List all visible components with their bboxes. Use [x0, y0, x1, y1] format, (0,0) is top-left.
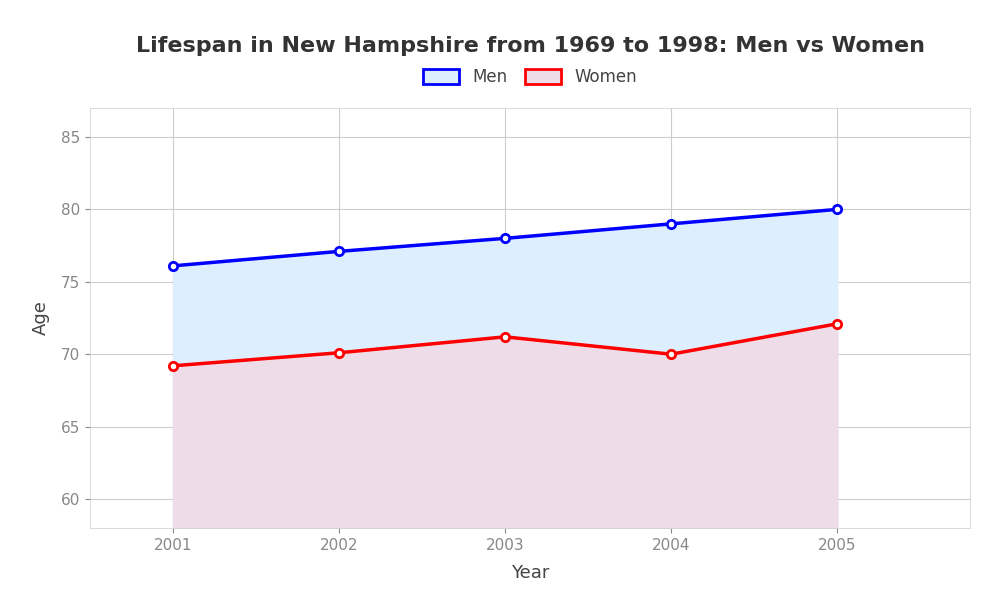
- X-axis label: Year: Year: [511, 564, 549, 582]
- Title: Lifespan in New Hampshire from 1969 to 1998: Men vs Women: Lifespan in New Hampshire from 1969 to 1…: [136, 37, 924, 56]
- Legend: Men, Women: Men, Women: [416, 62, 644, 93]
- Y-axis label: Age: Age: [32, 301, 50, 335]
